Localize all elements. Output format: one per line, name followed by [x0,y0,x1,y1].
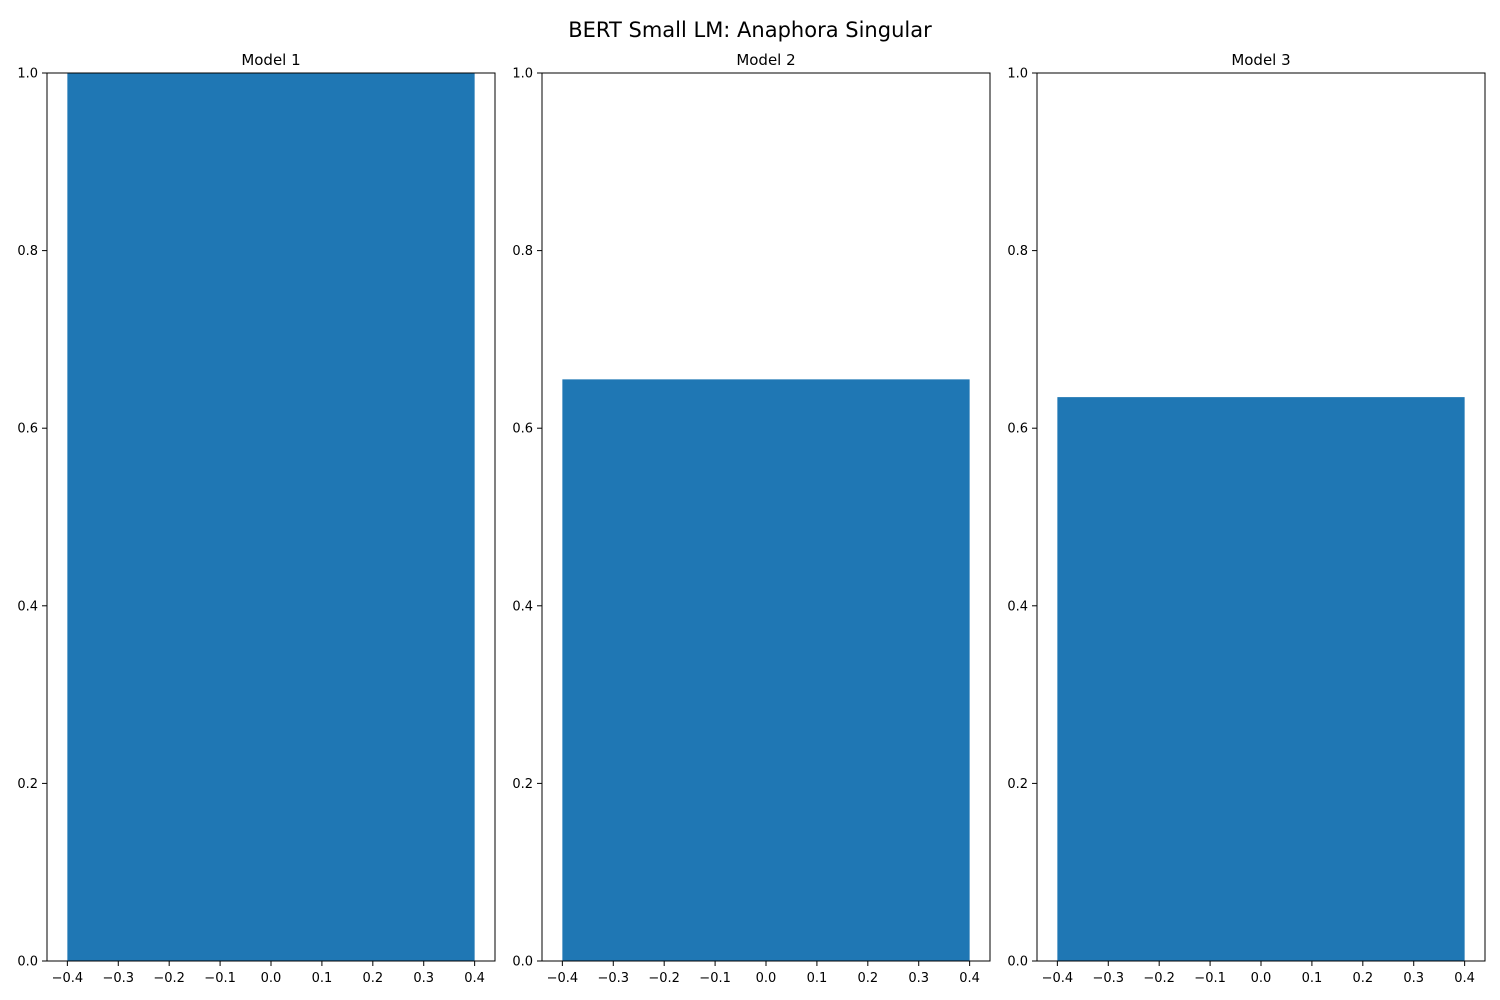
x-tick-label: −0.2 [1143,971,1175,986]
y-tick-label: 1.0 [512,67,533,82]
x-tick-label: −0.4 [1042,971,1074,986]
subplot-title: Model 2 [736,51,795,69]
x-tick-label: −0.4 [547,971,579,986]
y-tick-label: 0.4 [17,599,38,614]
y-tick-label: 0.0 [1007,955,1028,970]
x-tick-label: 0.4 [1454,971,1475,986]
subplot-title: Model 1 [241,51,300,69]
x-tick-label: 0.3 [1403,971,1424,986]
x-tick-label: −0.2 [648,971,680,986]
x-tick-label: −0.1 [699,971,731,986]
y-tick-label: 0.2 [1007,777,1028,792]
y-tick-label: 0.6 [512,422,533,437]
bar [562,379,970,961]
y-tick-label: 1.0 [1007,67,1028,82]
x-tick-label: 0.2 [857,971,878,986]
y-tick-label: 1.0 [17,67,38,82]
x-tick-label: 0.2 [1352,971,1373,986]
x-tick-label: 0.3 [908,971,929,986]
x-tick-label: 0.1 [312,971,333,986]
subplot-3: Model 3 −0.4 −0.3 −0.2 −0.1 0.0 0.1 0.2 0.3 0.4 0.… [1007,51,1486,986]
x-tick-label: 0.0 [1251,971,1272,986]
y-tick-label: 0.2 [17,777,38,792]
x-tick-label: −0.4 [52,971,84,986]
y-tick-label: 0.8 [512,244,533,259]
x-tick-label: 0.0 [756,971,777,986]
x-tick-label: 0.4 [959,971,980,986]
x-tick-label: −0.3 [1092,971,1124,986]
x-tick-label: 0.1 [1302,971,1323,986]
x-tick-label: 0.0 [261,971,282,986]
y-tick-label: 0.8 [17,244,38,259]
x-tick-label: 0.1 [807,971,828,986]
subplot-1: Model 1 −0.4 −0.3 −0.2 −0.1 0.0 0.1 0.2 0.3 0.4 0.… [17,51,496,986]
x-tick-label: −0.3 [597,971,629,986]
subplot-2: Model 2 −0.4 −0.3 −0.2 −0.1 0.0 0.1 0.2 0.3 0.4 0.… [512,51,991,986]
bar [1057,397,1465,961]
y-tick-label: 0.4 [512,599,533,614]
x-tick-label: −0.3 [102,971,134,986]
x-tick-label: 0.3 [413,971,434,986]
y-tick-label: 0.0 [512,955,533,970]
y-tick-label: 0.6 [17,422,38,437]
x-tick-label: −0.1 [204,971,236,986]
y-tick-label: 0.8 [1007,244,1028,259]
y-tick-label: 0.0 [17,955,38,970]
x-tick-label: −0.2 [153,971,185,986]
x-tick-label: 0.4 [464,971,485,986]
y-tick-label: 0.2 [512,777,533,792]
y-tick-label: 0.4 [1007,599,1028,614]
figure-title: BERT Small LM: Anaphora Singular [568,18,932,42]
x-tick-label: −0.1 [1194,971,1226,986]
x-tick-label: 0.2 [362,971,383,986]
subplot-title: Model 3 [1231,51,1290,69]
subplot-panels: Model 1 −0.4 −0.3 −0.2 −0.1 0.0 0.1 0.2 0.3 0.4 0.… [17,51,1486,986]
bar [67,73,475,961]
y-tick-label: 0.6 [1007,422,1028,437]
